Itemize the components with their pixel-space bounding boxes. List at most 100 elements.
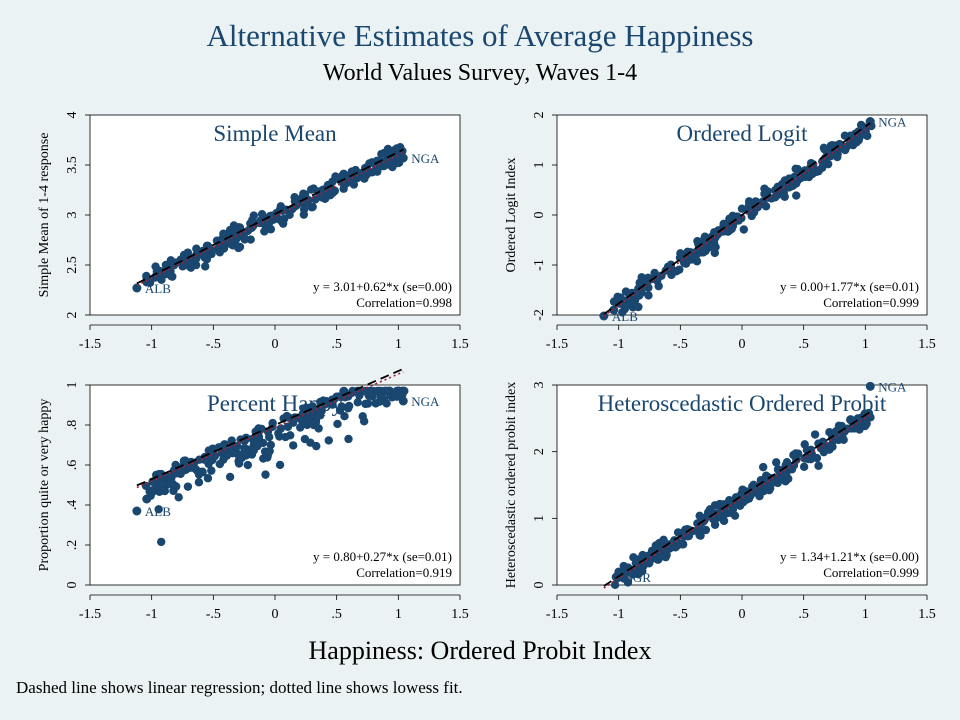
data-point (190, 254, 200, 264)
scatter-plot: 0 1 2 3 -1.5 -1 -.5 0 .5 1 1.5 Heteroscedastic orde… (504, 379, 936, 622)
panel-percent-happy: 0 .2 .4 .6 .8 1 -1.5 -1 -.5 0 .5 1 1.5 Proportion qui… (30, 368, 469, 635)
data-point (340, 412, 349, 421)
data-point (266, 440, 275, 450)
data-point (183, 482, 193, 491)
data-point (825, 441, 834, 451)
data-point (314, 424, 323, 433)
data-point (344, 402, 353, 411)
data-point (784, 474, 793, 483)
y-tick-label: 1 (532, 162, 547, 169)
data-point (861, 420, 871, 429)
data-point (398, 396, 408, 406)
data-point (830, 428, 840, 437)
data-point (276, 424, 286, 433)
data-point (344, 434, 353, 444)
data-point (654, 281, 663, 291)
y-tick-label: 0 (532, 212, 547, 219)
data-point (166, 271, 176, 281)
y-tick-label: 1 (65, 382, 80, 389)
data-point (243, 460, 253, 470)
data-point (620, 304, 630, 314)
data-point (207, 246, 216, 255)
x-tick-label: 1 (862, 337, 869, 352)
data-point (635, 291, 644, 300)
data-point (207, 466, 216, 475)
data-point (213, 244, 223, 254)
data-point (747, 211, 756, 221)
panel-heteroscedastic-ordered-probit: 0 1 2 3 -1.5 -1 -.5 0 .5 1 1.5 Heteroscedastic orde… (497, 375, 936, 635)
y-tick-label: 2 (65, 312, 80, 319)
data-point (656, 552, 665, 561)
data-point (637, 273, 646, 282)
data-point (746, 491, 755, 501)
data-point (321, 193, 330, 203)
data-point (347, 176, 356, 186)
regression-equation: y = 0.80+0.27*x (se=0.01) (313, 549, 452, 564)
data-point (770, 193, 780, 202)
point-label: NGA (411, 394, 440, 409)
data-point (231, 447, 241, 456)
data-point (183, 248, 193, 257)
x-tick-label: 1.5 (918, 337, 936, 352)
data-point (727, 224, 736, 233)
regression-line (136, 368, 404, 487)
data-point (157, 469, 166, 479)
data-point (846, 415, 856, 425)
data-point (695, 530, 704, 540)
data-point (371, 399, 380, 408)
x-tick-label: 1.5 (451, 607, 469, 622)
regression-line (603, 122, 871, 315)
data-point (737, 204, 747, 213)
panel-simple-mean: 2 2.5 3 3.5 4 -1.5 -1 -.5 0 .5 1 1.5 Simple Mean of … (30, 105, 469, 365)
x-tick-label: -.5 (673, 607, 688, 622)
data-point (234, 457, 243, 466)
data-point (634, 570, 643, 579)
data-point (627, 297, 637, 307)
x-tick-label: .5 (331, 337, 342, 352)
data-point (710, 520, 720, 529)
regression-line (603, 411, 871, 587)
data-point (677, 540, 687, 549)
data-point (184, 261, 194, 271)
data-point (760, 184, 769, 193)
x-tick-label: -1 (613, 337, 625, 352)
y-tick-label: .4 (65, 500, 80, 511)
point-cloud (141, 386, 409, 547)
y-tick-label: -2 (532, 309, 547, 321)
data-point (239, 233, 249, 242)
data-point (398, 146, 407, 156)
data-point (246, 235, 255, 244)
data-point (759, 199, 768, 209)
panel-title: Simple Mean (213, 121, 337, 146)
y-tick-label: 2.5 (65, 256, 80, 274)
data-point (180, 456, 190, 465)
correlation-label: Correlation=0.919 (356, 565, 452, 580)
data-point (715, 499, 724, 509)
data-point (644, 291, 653, 300)
x-tick-label: .5 (798, 337, 809, 352)
scatter-plot: 0 .2 .4 .6 .8 1 -1.5 -1 -.5 0 .5 1 1.5 Proportion qui… (37, 368, 469, 622)
data-point (258, 438, 268, 448)
data-point (671, 543, 680, 552)
x-tick-label: 1 (395, 607, 402, 622)
data-point (761, 191, 770, 200)
chart-subtitle: World Values Survey, Waves 1-4 (322, 60, 638, 86)
data-point (379, 160, 389, 170)
data-point (739, 225, 749, 234)
data-point (280, 214, 289, 224)
point-label: ALB (145, 504, 171, 519)
data-point (692, 250, 701, 259)
data-point (855, 425, 864, 434)
x-tick-label: 1.5 (918, 607, 936, 622)
regression-equation: y = 3.01+0.62*x (se=0.00) (313, 279, 452, 294)
y-axis-title: Proportion quite or very happy (37, 399, 52, 572)
x-tick-label: 0 (739, 337, 746, 352)
y-tick-label: 1 (532, 515, 547, 522)
data-point (680, 256, 689, 266)
x-tick-label: -1 (146, 337, 158, 352)
data-point (296, 423, 305, 432)
data-point (638, 550, 647, 560)
y-tick-label: 2 (532, 112, 547, 119)
data-point (200, 250, 210, 259)
data-point (250, 438, 259, 448)
